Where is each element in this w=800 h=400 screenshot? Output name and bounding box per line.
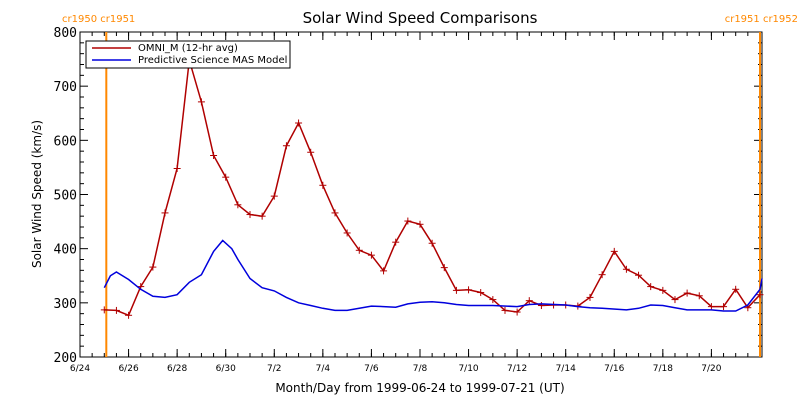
data-point-marker — [720, 303, 728, 311]
x-tick-label: 6/30 — [216, 364, 236, 374]
x-axis-label: Month/Day from 1999-06-24 to 1999-07-21 … — [275, 381, 564, 395]
x-tick-label: 6/28 — [167, 364, 187, 374]
data-point-marker — [501, 306, 509, 314]
x-tick-label: 7/2 — [267, 364, 281, 374]
data-point-marker — [173, 165, 181, 172]
data-point-marker — [234, 201, 242, 209]
legend: OMNI_M (12-hr avg) Predictive Science MA… — [85, 40, 291, 69]
x-tick-label: 7/20 — [701, 364, 721, 374]
data-point-marker — [465, 286, 473, 294]
plot-frame — [79, 31, 763, 358]
series-line-model — [103, 239, 763, 312]
data-point-marker — [537, 302, 545, 310]
data-point-marker — [210, 152, 218, 159]
data-point-marker — [149, 263, 157, 271]
data-point-marker — [222, 173, 230, 181]
y-tick-label: 600 — [54, 134, 77, 149]
y-tick-label: 500 — [54, 189, 77, 204]
data-point-marker — [112, 306, 120, 314]
carrington-label: cr1950 cr1951 — [62, 14, 135, 25]
series-layer — [100, 56, 764, 319]
data-point-marker — [367, 251, 375, 259]
x-tick-label: 7/10 — [458, 364, 478, 374]
data-point-marker — [125, 311, 133, 319]
data-point-marker — [331, 209, 339, 217]
x-tick-label: 7/4 — [316, 364, 331, 374]
axes-layer: 200 300 400 500 600 700 800 6/24 6/26 6/28 6/30 7/2… — [54, 26, 763, 374]
series-line-omni — [104, 59, 761, 317]
data-point-marker — [477, 289, 485, 297]
data-point-marker — [635, 271, 643, 279]
data-point-marker — [622, 265, 630, 273]
chart-title: Solar Wind Speed Comparisons — [303, 9, 538, 27]
data-point-marker — [428, 239, 436, 247]
data-point-marker — [282, 142, 290, 150]
data-point-marker — [258, 212, 266, 220]
data-point-marker — [659, 286, 667, 294]
legend-label-omni: OMNI_M (12-hr avg) — [138, 43, 238, 54]
carrington-label: cr1951 cr1952 — [725, 14, 798, 25]
y-axis-label: Solar Wind Speed (km/s) — [30, 120, 44, 268]
data-point-marker — [732, 285, 740, 293]
data-point-marker — [525, 297, 533, 305]
x-tick-label: 7/16 — [604, 364, 624, 374]
y-tick-label: 300 — [54, 297, 77, 312]
data-point-marker — [246, 211, 254, 219]
data-point-marker — [380, 267, 388, 275]
y-tick-label: 700 — [54, 80, 77, 95]
data-point-marker — [197, 98, 205, 106]
x-tick-label: 7/18 — [653, 364, 673, 374]
x-tick-label: 6/24 — [70, 364, 90, 374]
x-tick-label: 6/26 — [118, 364, 138, 374]
legend-box — [85, 40, 291, 69]
data-point-marker — [307, 148, 315, 156]
data-point-marker — [355, 246, 363, 254]
data-point-marker — [270, 192, 278, 200]
y-tick-label: 200 — [54, 351, 77, 366]
y-tick-label: 800 — [54, 26, 77, 41]
data-point-marker — [404, 217, 412, 225]
data-point-marker — [416, 220, 424, 228]
data-point-marker — [707, 303, 715, 311]
data-point-marker — [100, 306, 108, 314]
data-point-marker — [452, 286, 460, 294]
y-tick-label: 400 — [54, 243, 77, 258]
data-point-marker — [392, 238, 400, 246]
data-point-marker — [695, 292, 703, 300]
data-point-marker — [610, 247, 618, 255]
carrington-layer: cr1950 cr1951 cr1951 cr1952 — [62, 14, 798, 357]
data-point-marker — [161, 209, 169, 217]
data-point-marker — [647, 283, 655, 291]
legend-label-model: Predictive Science MAS Model — [138, 55, 287, 66]
data-point-marker — [671, 296, 679, 304]
x-tick-label: 7/14 — [556, 364, 576, 374]
data-point-marker — [586, 293, 594, 301]
data-point-marker — [295, 119, 303, 127]
data-point-marker — [489, 296, 497, 304]
x-tick-label: 7/8 — [413, 364, 428, 374]
data-point-marker — [598, 271, 606, 279]
x-tick-label: 7/6 — [364, 364, 379, 374]
data-point-marker — [319, 181, 327, 189]
data-point-marker — [343, 229, 351, 237]
x-tick-label: 7/12 — [507, 364, 527, 374]
data-point-marker — [683, 289, 691, 297]
data-point-marker — [440, 264, 448, 272]
data-point-marker — [513, 308, 521, 316]
data-point-marker — [756, 291, 764, 299]
